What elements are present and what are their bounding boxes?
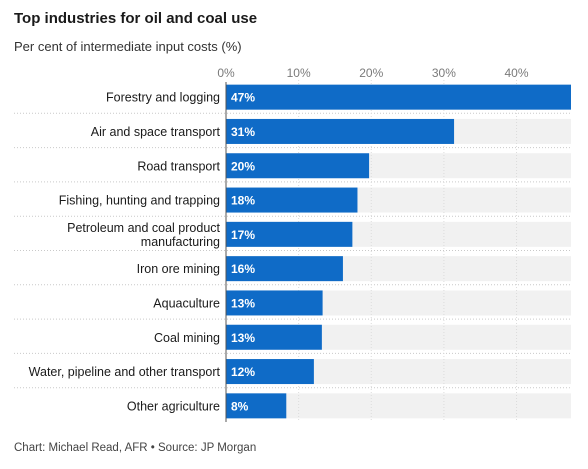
bar xyxy=(226,359,314,385)
bar xyxy=(226,118,455,144)
chart-title: Top industries for oil and coal use xyxy=(14,10,258,27)
category-label: Other agriculture xyxy=(127,399,220,413)
data-label: 47% xyxy=(231,91,255,105)
data-label: 13% xyxy=(231,331,255,345)
x-tick-label: 0% xyxy=(217,66,235,80)
data-label: 18% xyxy=(231,194,255,208)
category-label: Aquaculture xyxy=(153,296,220,310)
data-label: 13% xyxy=(231,296,255,310)
data-label: 8% xyxy=(231,399,249,413)
data-label: 31% xyxy=(231,125,255,139)
category-label: Air and space transport xyxy=(91,125,221,139)
data-label: 12% xyxy=(231,365,255,379)
category-label: Coal mining xyxy=(154,331,220,345)
bar xyxy=(226,153,370,179)
x-tick-label: 10% xyxy=(287,66,311,80)
category-label: Petroleum and coal product xyxy=(67,221,220,235)
data-label: 16% xyxy=(231,262,255,276)
chart-source: Chart: Michael Read, AFR • Source: JP Mo… xyxy=(14,442,257,454)
x-tick-label: 40% xyxy=(505,66,529,80)
chart-subtitle: Per cent of intermediate input costs (%) xyxy=(14,39,242,54)
bar xyxy=(226,84,571,110)
data-label: 20% xyxy=(231,159,255,173)
x-tick-label: 30% xyxy=(432,66,456,80)
category-label: manufacturing xyxy=(141,235,220,249)
bar xyxy=(226,393,287,419)
category-label: Iron ore mining xyxy=(137,262,220,276)
category-label: Water, pipeline and other transport xyxy=(29,365,221,379)
x-tick-label: 20% xyxy=(359,66,383,80)
bar xyxy=(226,187,358,213)
bar xyxy=(226,290,323,316)
bar xyxy=(226,324,322,350)
category-label: Fishing, hunting and trapping xyxy=(59,194,220,208)
category-label: Forestry and logging xyxy=(106,91,220,105)
bar xyxy=(226,256,343,282)
bar xyxy=(226,221,353,247)
data-label: 17% xyxy=(231,228,255,242)
category-label: Road transport xyxy=(137,159,220,173)
